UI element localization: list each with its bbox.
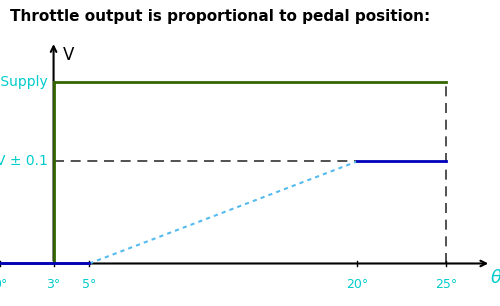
Text: 3°: 3° bbox=[46, 278, 60, 291]
Text: 0°: 0° bbox=[0, 278, 7, 291]
Text: 5°: 5° bbox=[82, 278, 96, 291]
Text: V: V bbox=[62, 46, 74, 64]
Text: 25°: 25° bbox=[436, 278, 458, 291]
Text: Power Supply: Power Supply bbox=[0, 75, 48, 89]
Text: Throttle output is proportional to pedal position:: Throttle output is proportional to pedal… bbox=[10, 9, 430, 24]
Text: 4.8V ± 0.1: 4.8V ± 0.1 bbox=[0, 155, 48, 168]
Text: θ: θ bbox=[491, 269, 500, 287]
Text: 20°: 20° bbox=[346, 278, 368, 291]
